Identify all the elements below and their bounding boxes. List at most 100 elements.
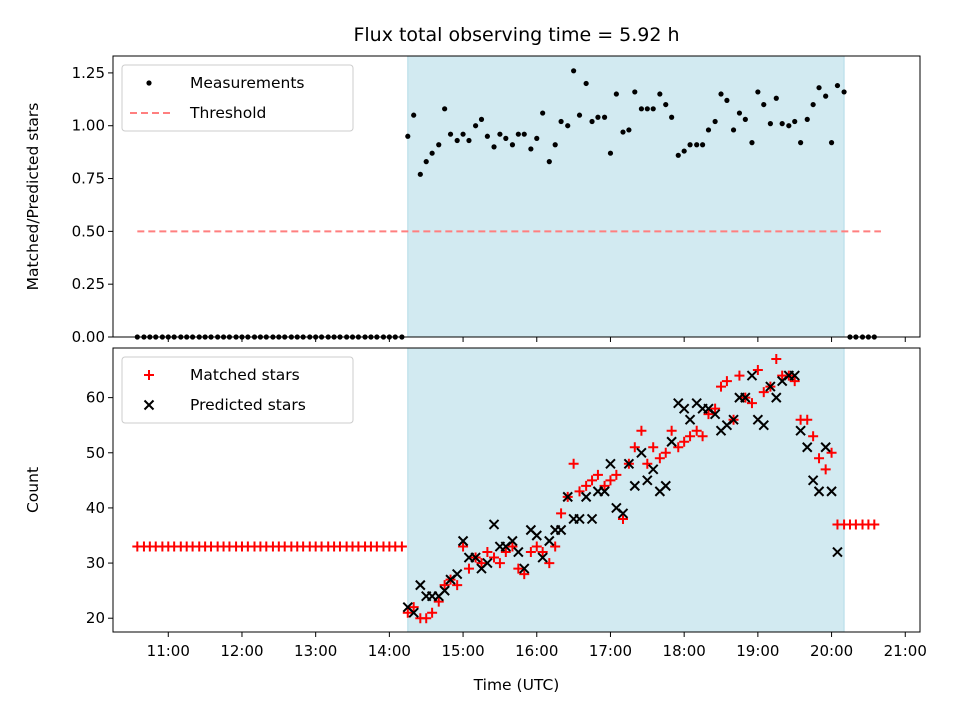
bottom-predicted-point bbox=[684, 414, 696, 425]
top-point bbox=[429, 150, 435, 156]
bottom-y-tick-label: 50 bbox=[86, 444, 105, 462]
bottom-predicted-point bbox=[451, 568, 463, 580]
top-point bbox=[773, 95, 779, 101]
top-point bbox=[718, 91, 724, 97]
bottom-predicted-point bbox=[765, 381, 776, 392]
bottom-predicted-point bbox=[599, 486, 610, 497]
bottom-matched-point bbox=[587, 475, 598, 486]
bottom-predicted-point bbox=[678, 403, 690, 414]
bottom-y-tick-label: 40 bbox=[86, 499, 105, 517]
bottom-predicted-point bbox=[758, 419, 769, 431]
bottom-matched-point bbox=[513, 563, 524, 574]
bottom-matched-point bbox=[525, 547, 536, 558]
bottom-legend: Matched stars Predicted stars bbox=[121, 356, 354, 424]
bottom-predicted-point bbox=[642, 475, 653, 486]
top-point bbox=[540, 110, 546, 116]
bottom-legend-plus-swatch bbox=[144, 370, 154, 380]
bottom-axes-frame bbox=[112, 347, 921, 633]
bottom-matched-point bbox=[489, 552, 500, 563]
bottom-x-tick-label: 11:00 bbox=[147, 642, 190, 660]
bottom-matched-point bbox=[685, 431, 696, 442]
bottom-predicted-point bbox=[802, 442, 813, 453]
bottom-matched-point bbox=[869, 519, 880, 530]
bottom-matched-point bbox=[433, 596, 444, 607]
bottom-matched-point bbox=[826, 447, 837, 458]
bottom-predicted-point bbox=[537, 552, 548, 563]
top-point bbox=[571, 68, 577, 74]
top-point bbox=[546, 159, 552, 165]
top-point bbox=[786, 123, 792, 129]
top-point bbox=[620, 129, 626, 135]
bottom-matched-point bbox=[396, 541, 407, 552]
bottom-predicted-point bbox=[470, 552, 481, 563]
top-point bbox=[583, 80, 589, 87]
bottom-matched-point bbox=[771, 354, 782, 365]
bottom-predicted-point bbox=[826, 486, 837, 497]
top-observing-interval bbox=[407, 55, 845, 338]
bottom-matched-point bbox=[452, 580, 463, 591]
bottom-matched-point bbox=[605, 475, 616, 486]
bottom-predicted-point bbox=[740, 392, 751, 403]
bottom-matched-point bbox=[636, 425, 647, 436]
top-point bbox=[478, 116, 485, 122]
bottom-y-tick-label: 20 bbox=[86, 609, 105, 627]
bottom-x-tick-label: 13:00 bbox=[294, 642, 337, 660]
bottom-predicted-point bbox=[507, 535, 518, 547]
top-point bbox=[767, 121, 773, 127]
top-point bbox=[798, 140, 804, 146]
top-point bbox=[607, 150, 614, 156]
bottom-predicted-point bbox=[586, 513, 598, 525]
bottom-matched-point bbox=[611, 469, 622, 480]
bottom-x-tick-label: 14:00 bbox=[368, 642, 411, 660]
bottom-matched-point bbox=[648, 442, 659, 453]
bottom-predicted-point bbox=[562, 491, 573, 503]
bottom-matched-point bbox=[592, 469, 603, 480]
chart-title: Flux total observing time = 5.92 h bbox=[353, 24, 679, 46]
bottom-x-tick-label: 16:00 bbox=[515, 642, 558, 660]
bottom-y-axis-title: Count bbox=[24, 467, 42, 513]
top-point bbox=[405, 133, 411, 139]
top-point bbox=[442, 106, 448, 112]
bottom-predicted-point bbox=[531, 530, 542, 541]
top-legend-label: Measurements bbox=[190, 74, 305, 92]
top-point bbox=[515, 131, 521, 137]
top-point bbox=[823, 93, 829, 99]
bottom-matched-point bbox=[599, 480, 610, 491]
bottom-legend-label: Matched stars bbox=[190, 366, 300, 384]
top-point bbox=[528, 146, 534, 152]
bottom-matched-point bbox=[574, 486, 585, 497]
bottom-matched-point bbox=[568, 458, 579, 469]
top-point bbox=[834, 82, 841, 89]
bottom-matched-point bbox=[581, 480, 592, 491]
top-point bbox=[687, 142, 693, 148]
top-point bbox=[669, 114, 675, 120]
bottom-matched-point bbox=[746, 398, 757, 409]
top-point bbox=[484, 133, 490, 139]
top-point bbox=[521, 131, 527, 137]
bottom-matched-point bbox=[703, 409, 714, 420]
bottom-predicted-point bbox=[488, 519, 500, 530]
bottom-x-tick-label: 19:00 bbox=[736, 642, 779, 660]
bottom-predicted-point bbox=[408, 607, 419, 618]
top-point bbox=[576, 112, 583, 118]
bottom-predicted-point bbox=[457, 535, 469, 547]
top-y-tick-label: 1.25 bbox=[72, 64, 105, 82]
bottom-y-tick-label: 30 bbox=[86, 554, 105, 572]
bottom-predicted-point bbox=[574, 513, 585, 525]
top-point bbox=[841, 89, 847, 95]
bottom-matched-point bbox=[666, 425, 677, 436]
bottom-matched-point bbox=[617, 513, 628, 524]
top-point bbox=[792, 118, 798, 125]
bottom-predicted-point bbox=[605, 458, 616, 470]
bottom-matched-point bbox=[679, 436, 690, 447]
top-point bbox=[601, 114, 608, 120]
bottom-predicted-point bbox=[709, 408, 721, 420]
bottom-matched-point bbox=[752, 365, 763, 376]
top-legend-dot-swatch bbox=[146, 80, 152, 86]
bottom-legend-label: Predicted stars bbox=[190, 396, 306, 414]
top-point bbox=[595, 114, 601, 120]
top-point bbox=[632, 89, 638, 95]
bottom-matched-point bbox=[654, 453, 665, 464]
bottom-matched-point bbox=[476, 558, 487, 569]
